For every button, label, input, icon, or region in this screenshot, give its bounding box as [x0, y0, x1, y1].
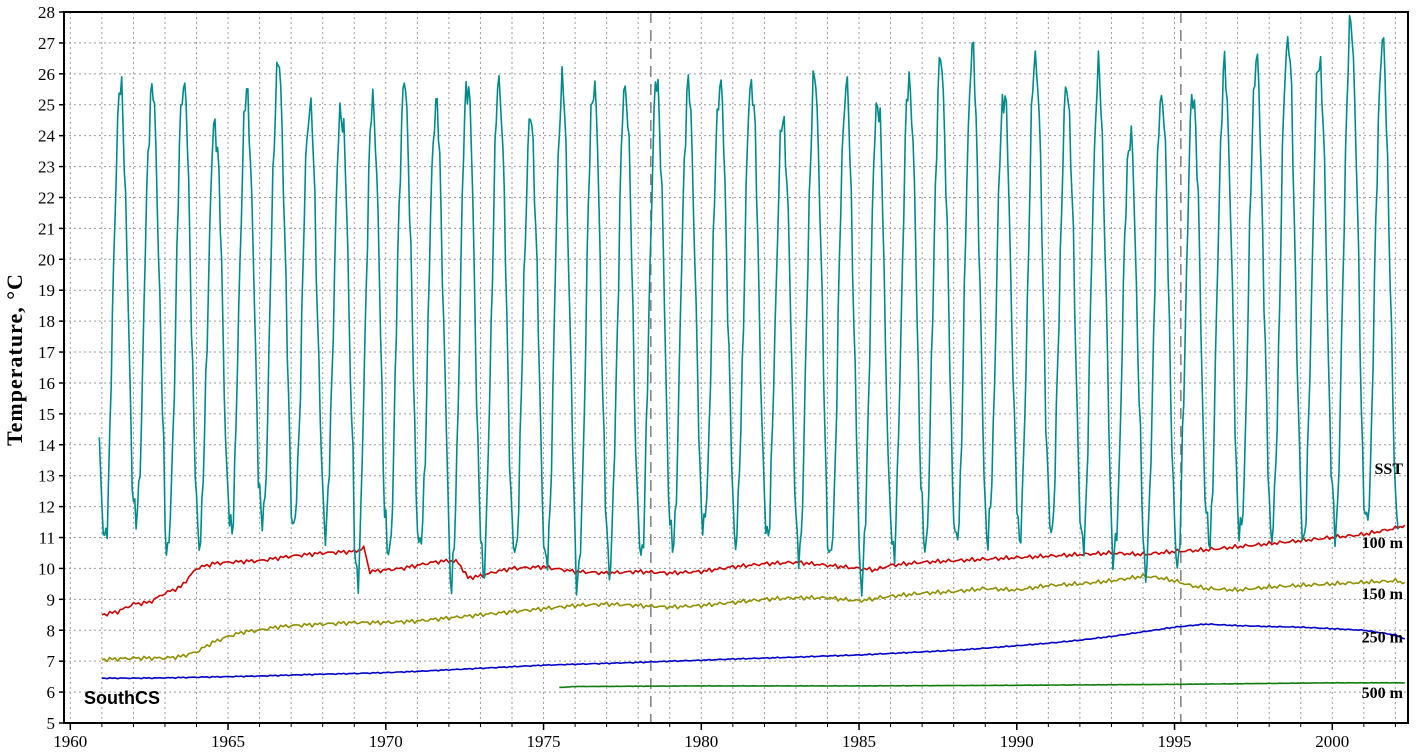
y-tick-label: 25	[38, 96, 55, 115]
y-tick-label: 19	[38, 281, 55, 300]
x-tick-label: 2000	[1315, 732, 1349, 751]
plot-border	[63, 11, 1409, 724]
series-label-150-m: 150 m	[1362, 586, 1404, 603]
series-line-250-m	[101, 622, 1406, 680]
x-tick-label: 1970	[369, 732, 403, 751]
x-tick-label: 1965	[211, 732, 245, 751]
y-tick-label: 27	[38, 34, 56, 53]
series-labels: SST 100 m 150 m 250 m 500 m	[1362, 461, 1404, 702]
y-tick-label: 6	[47, 683, 56, 702]
y-tick-label: 22	[38, 188, 55, 207]
y-tick-label: 21	[38, 219, 55, 238]
series-label-500-m: 500 m	[1362, 685, 1404, 702]
annotation-vlines	[650, 12, 1182, 723]
y-tick-label: 9	[47, 590, 56, 609]
axis-ticks-and-labels: 5 6 7 8 9 10 11 12 13 14 15 16 17 18 19 20 21 22 23 24 25 26 2…	[38, 3, 1396, 751]
series-label-sst: SST	[1375, 461, 1404, 478]
y-tick-label: 26	[38, 65, 55, 84]
y-tick-label: 28	[38, 3, 55, 22]
y-tick-label: 15	[38, 405, 55, 424]
y-tick-label: 11	[39, 529, 55, 548]
x-tick-label: 1995	[1158, 732, 1192, 751]
gridlines	[64, 11, 1408, 724]
series-line-100-m	[101, 524, 1406, 617]
series-line-500-m	[559, 681, 1405, 689]
y-tick-label: 5	[47, 714, 56, 733]
y-tick-label: 24	[38, 127, 56, 146]
series-line-sst	[98, 14, 1399, 597]
y-axis-title: Temperature, °C	[2, 273, 27, 447]
x-tick-label: 1990	[1000, 732, 1034, 751]
x-tick-label: 1980	[684, 732, 718, 751]
y-tick-label: 16	[38, 374, 55, 393]
y-tick-label: 17	[38, 343, 56, 362]
y-tick-label: 8	[47, 621, 56, 640]
x-tick-label: 1985	[842, 732, 876, 751]
series-label-250-m: 250 m	[1362, 629, 1404, 646]
x-tick-label: 1960	[53, 732, 87, 751]
y-tick-label: 13	[38, 467, 55, 486]
y-tick-label: 7	[47, 652, 56, 671]
region-label: SouthCS	[84, 688, 160, 708]
series-line-150-m	[101, 573, 1406, 663]
y-tick-label: 10	[38, 559, 55, 578]
series-label-100-m: 100 m	[1362, 535, 1404, 552]
y-tick-label: 20	[38, 250, 55, 269]
x-tick-label: 1975	[527, 732, 561, 751]
series-lines	[98, 14, 1406, 689]
y-tick-label: 12	[38, 498, 55, 517]
y-tick-label: 18	[38, 312, 55, 331]
y-tick-label: 23	[38, 158, 55, 177]
y-tick-label: 14	[38, 436, 56, 455]
